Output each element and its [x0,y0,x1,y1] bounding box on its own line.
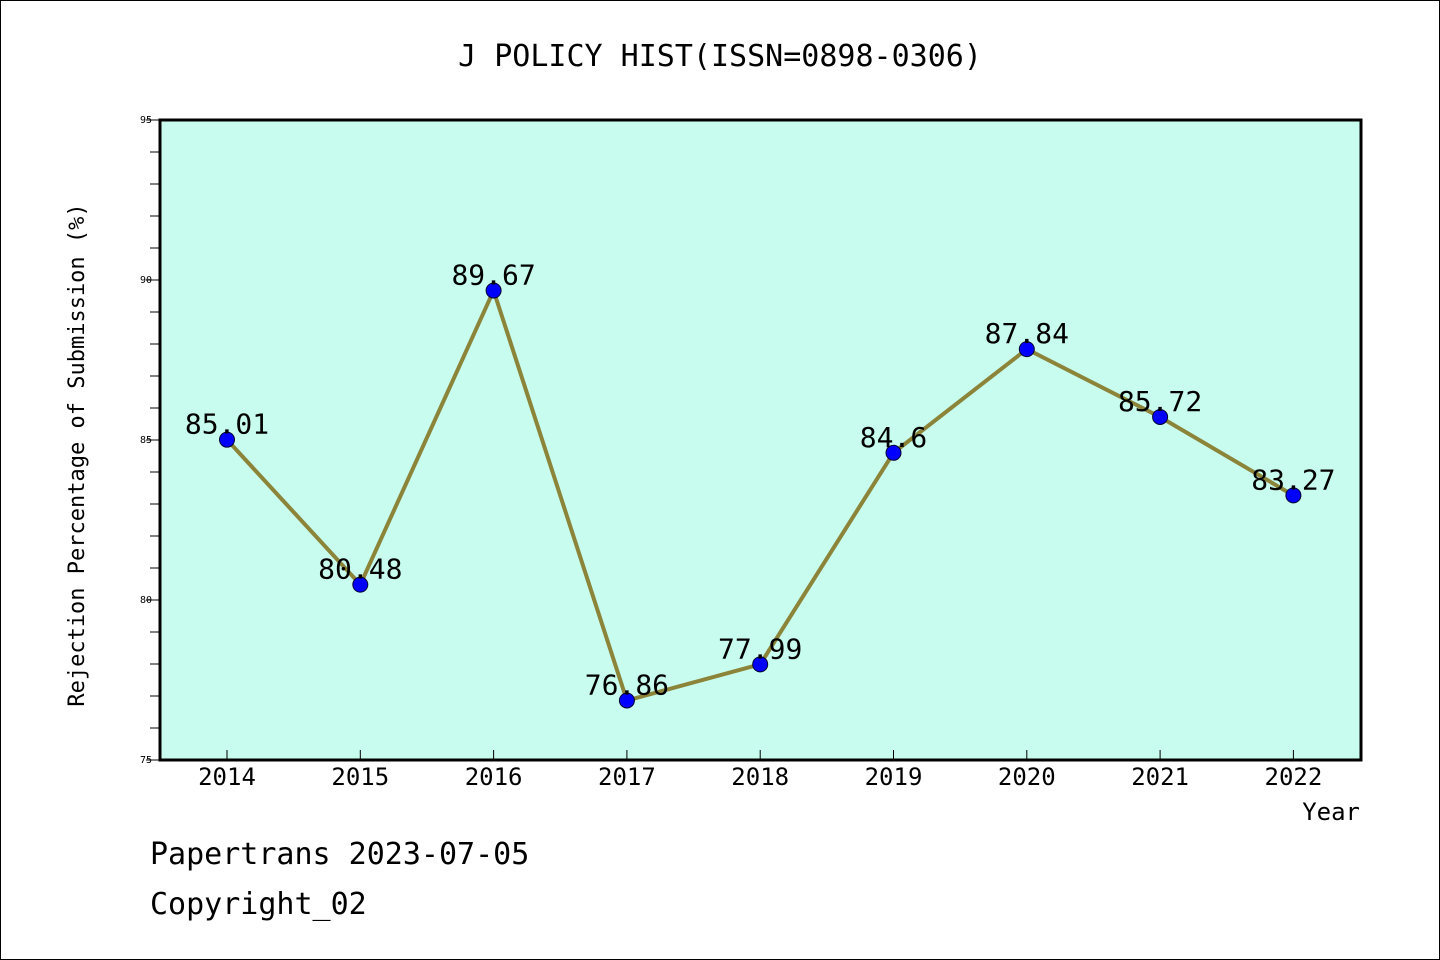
data-point [1018,341,1035,358]
y-axis-label: Rejection Percentage of Submission (%) [65,203,90,706]
y-tick-label: 75 [140,755,152,766]
x-axis-ticks: 2014 2015 2016 2017 2018 2019 2020 2021 2022 [198,750,1322,791]
data-point [752,656,769,673]
x-tick-label: 2021 [1131,763,1189,791]
data-point [485,282,502,299]
chart-title: J POLICY HIST(ISSN=0898-0306) [458,39,982,74]
footer-copyright: Copyright_02 [150,887,367,922]
data-label: 77.99 [718,632,802,665]
data-label: 87.84 [985,317,1069,350]
data-markers [219,282,1302,709]
data-point [352,576,369,593]
x-tick-label: 2017 [598,763,656,791]
plot-border [158,118,1363,762]
data-label: 85.72 [1118,385,1202,418]
data-label: 76.86 [585,668,669,701]
data-label: 80.48 [318,553,402,586]
x-axis-label: Year [1302,798,1360,826]
x-tick-label: 2019 [865,763,923,791]
data-label: 89.67 [451,259,535,292]
data-point [1285,487,1302,504]
x-tick-label: 2022 [1265,763,1323,791]
x-tick-label: 2014 [198,763,256,791]
data-point [1152,408,1169,425]
plot-area [160,120,1361,760]
data-labels: 85.01 80.48 89.67 76.86 77.99 84.6 87.84 85.72 8… [185,259,1336,702]
x-tick-label: 2016 [465,763,523,791]
data-label: 83.27 [1251,463,1335,496]
footer-date: Papertrans 2023-07-05 [150,837,529,872]
x-tick-label: 2018 [731,763,789,791]
data-label: 85.01 [185,408,269,441]
x-tick-label: 2020 [998,763,1056,791]
data-label: 84.6 [860,421,927,454]
data-point [885,444,902,461]
y-tick-label: 85 [140,435,152,446]
data-point [618,692,635,709]
y-tick-label: 80 [140,595,152,606]
x-tick-label: 2015 [331,763,389,791]
y-tick-label: 95 [140,115,152,126]
y-axis-ticks: 75 80 85 90 95 [140,115,160,766]
y-tick-label: 90 [140,275,152,286]
data-point [219,431,235,448]
